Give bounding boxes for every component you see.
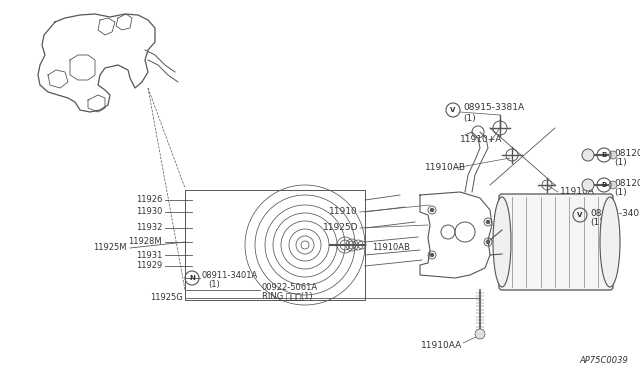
Text: 11910AA: 11910AA xyxy=(420,340,462,350)
Text: 11930: 11930 xyxy=(136,208,162,217)
Text: 11929: 11929 xyxy=(136,262,162,270)
Text: 08120-8251A: 08120-8251A xyxy=(614,179,640,187)
Circle shape xyxy=(430,253,434,257)
Text: 11925D: 11925D xyxy=(323,224,358,232)
Text: (1): (1) xyxy=(614,189,627,198)
Text: 11910+A: 11910+A xyxy=(460,135,502,144)
FancyBboxPatch shape xyxy=(499,194,613,290)
Text: 00922-5061A: 00922-5061A xyxy=(262,283,318,292)
Ellipse shape xyxy=(600,197,620,287)
Text: 11910AB: 11910AB xyxy=(372,244,410,253)
Text: 08915-3401A: 08915-3401A xyxy=(590,208,640,218)
Text: 11925M: 11925M xyxy=(93,244,127,253)
Text: (1): (1) xyxy=(590,218,603,228)
Text: V: V xyxy=(577,212,582,218)
Text: N: N xyxy=(189,275,195,281)
Text: (1): (1) xyxy=(614,158,627,167)
Text: 11928M: 11928M xyxy=(129,237,162,247)
Text: 11910: 11910 xyxy=(329,208,358,217)
Text: 11910AB: 11910AB xyxy=(425,164,466,173)
Text: AP75C0039: AP75C0039 xyxy=(579,356,628,365)
Text: 08911-3401A: 08911-3401A xyxy=(202,272,259,280)
Text: RING リング(1): RING リング(1) xyxy=(262,292,312,301)
Text: B: B xyxy=(602,152,607,158)
Circle shape xyxy=(475,329,485,339)
Circle shape xyxy=(486,220,490,224)
Circle shape xyxy=(486,240,490,244)
Text: 11910A: 11910A xyxy=(560,187,595,196)
Text: 08915-3381A: 08915-3381A xyxy=(463,103,524,112)
Text: 08120-8251A: 08120-8251A xyxy=(614,148,640,157)
Text: (1): (1) xyxy=(463,113,476,122)
Circle shape xyxy=(582,149,594,161)
Circle shape xyxy=(609,181,617,189)
Text: 11932: 11932 xyxy=(136,224,162,232)
Text: 11926: 11926 xyxy=(136,196,162,205)
Circle shape xyxy=(430,208,434,212)
Text: V: V xyxy=(451,107,456,113)
Text: B: B xyxy=(602,182,607,188)
Text: (1): (1) xyxy=(208,279,220,289)
Circle shape xyxy=(582,179,594,191)
Circle shape xyxy=(609,151,617,159)
Text: 11931: 11931 xyxy=(136,250,162,260)
Ellipse shape xyxy=(493,197,511,287)
Text: 11925G: 11925G xyxy=(150,294,183,302)
